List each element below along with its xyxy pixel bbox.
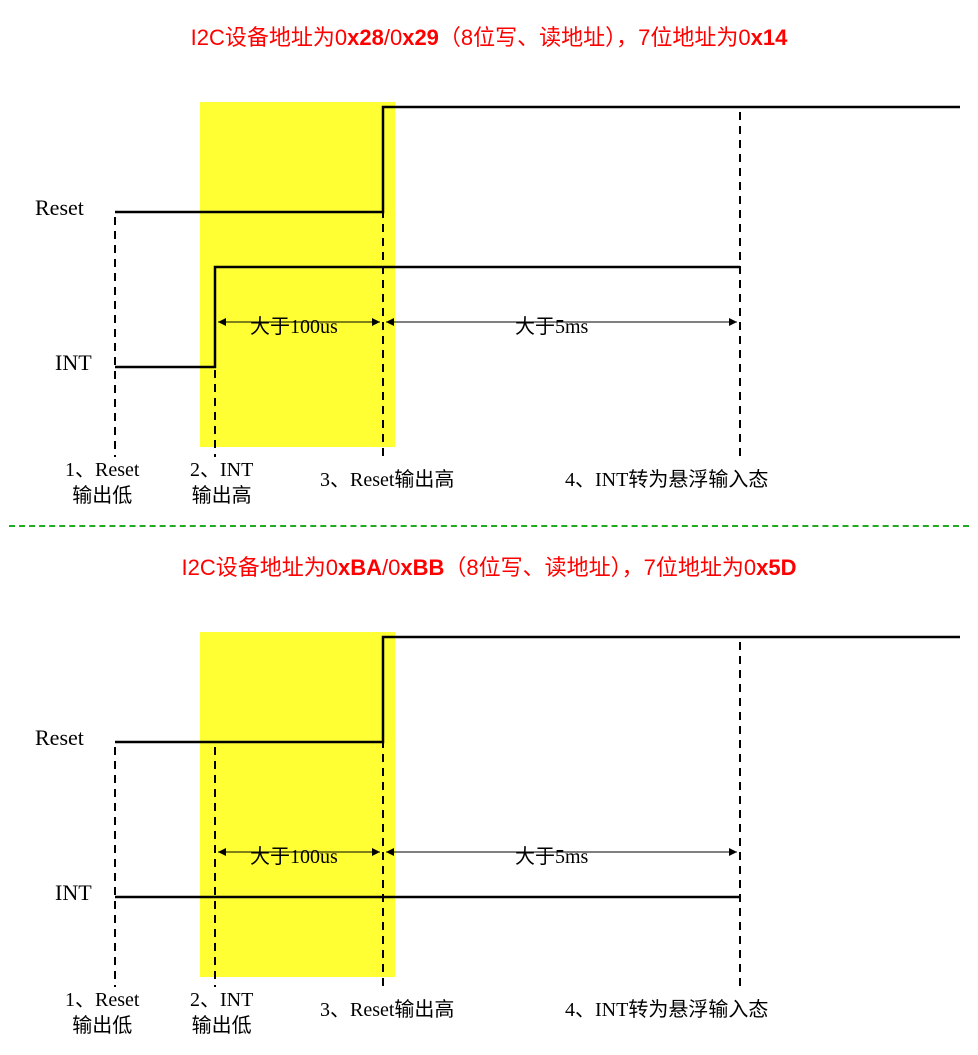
arrow-right-1 — [372, 318, 380, 326]
addr7-2: x5D — [756, 555, 796, 580]
diagram-2: I2C设备地址为0xBA/0xBB（8位写、读地址），7位地址为0x5D Res… — [0, 530, 978, 1032]
arrow-left-2b — [386, 848, 394, 856]
step-4b: 4、INT转为悬浮输入态 — [565, 997, 768, 1023]
addr-read-2: xBB — [400, 555, 444, 580]
timing-svg-1 — [0, 62, 978, 502]
diagram1-title: I2C设备地址为00x28x28/0x29（8位写、读地址），7位地址为0x14 — [0, 0, 978, 62]
timing-area-1: Reset INT 大于100us 大于5ms 1、Reset输出低 2、INT… — [0, 62, 978, 502]
arrow-right-2 — [729, 318, 737, 326]
time-label-2: 大于5ms — [515, 310, 588, 339]
time-label-2b: 大于5ms — [515, 840, 588, 869]
int-waveform — [115, 267, 740, 367]
reset-waveform-2 — [115, 637, 960, 742]
title-mid-2: （8位写、读地址），7位地址为0 — [444, 555, 756, 580]
reset-label: Reset — [35, 195, 84, 221]
timing-area-2: Reset INT 大于100us 大于5ms 1、Reset输出低 2、INT… — [0, 592, 978, 1032]
diagram-1: I2C设备地址为00x28x28/0x29（8位写、读地址），7位地址为0x14… — [0, 0, 978, 502]
reset-label-2: Reset — [35, 725, 84, 751]
int-label-2: INT — [55, 880, 92, 906]
arrow-left-1b — [218, 848, 226, 856]
int-label: INT — [55, 350, 92, 376]
addr-sep: /0 — [384, 25, 402, 50]
reset-waveform — [115, 107, 960, 212]
addr-read: x29 — [402, 25, 439, 50]
section-divider — [9, 525, 969, 527]
title-mid: （8位写、读地址），7位地址为0 — [439, 25, 751, 50]
addr-sep-2: /0 — [382, 555, 400, 580]
step-1b: 1、Reset输出低 — [65, 987, 139, 1039]
step-3: 3、Reset输出高 — [320, 467, 454, 493]
step-3b: 3、Reset输出高 — [320, 997, 454, 1023]
arrow-right-1b — [372, 848, 380, 856]
arrow-left-1 — [218, 318, 226, 326]
time-label-1b: 大于100us — [250, 840, 338, 869]
step-4: 4、INT转为悬浮输入态 — [565, 467, 768, 493]
step-1: 1、Reset输出低 — [65, 457, 139, 509]
diagram2-title: I2C设备地址为0xBA/0xBB（8位写、读地址），7位地址为0x5D — [0, 530, 978, 592]
timing-svg-2 — [0, 592, 978, 1032]
arrow-right-2b — [729, 848, 737, 856]
addr-write: 00x28x28 — [335, 25, 384, 50]
step-2b: 2、INT输出低 — [190, 987, 253, 1039]
step-2: 2、INT输出高 — [190, 457, 253, 509]
title-prefix-2: I2C设备地址为 — [182, 555, 326, 580]
addr7: x14 — [751, 25, 788, 50]
addr-write-2: 0xBA — [326, 555, 382, 580]
title-prefix: I2C设备地址为 — [191, 25, 335, 50]
arrow-left-2 — [386, 318, 394, 326]
time-label-1: 大于100us — [250, 310, 338, 339]
